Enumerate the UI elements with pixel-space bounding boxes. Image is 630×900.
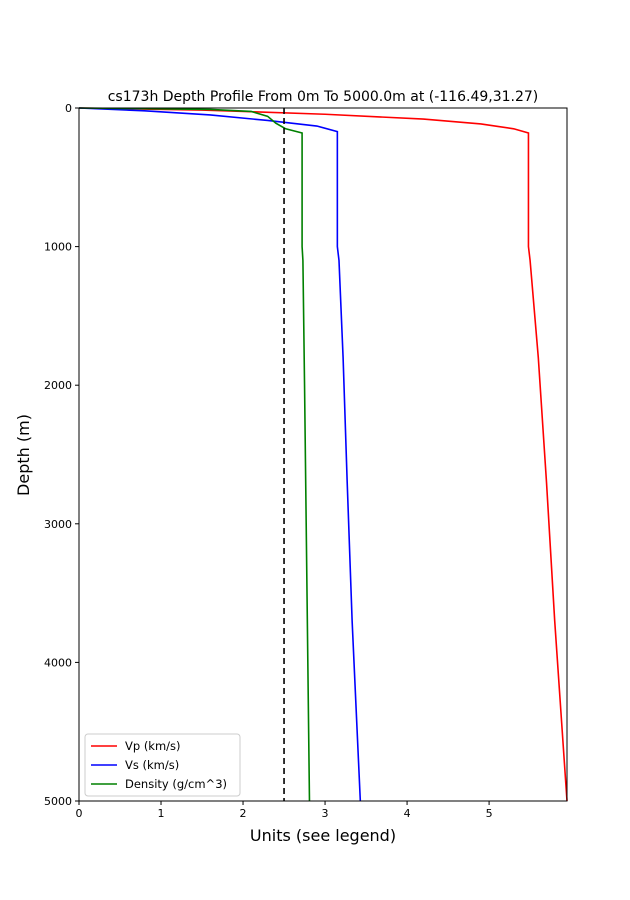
y-axis-label: Depth (m) (14, 414, 33, 496)
x-tick-label-1: 1 (158, 807, 165, 820)
y-tick-label-4: 4000 (44, 656, 72, 669)
y-tick-label-5: 5000 (44, 795, 72, 808)
y-tick-label-3: 3000 (44, 518, 72, 531)
legend-label-1: Vs (km/s) (125, 758, 179, 772)
chart-title: cs173h Depth Profile From 0m To 5000.0m … (108, 89, 539, 105)
legend-label-2: Density (g/cm^3) (125, 777, 227, 791)
x-axis-label: Units (see legend) (250, 826, 396, 845)
series-line-0 (78, 107, 568, 802)
x-tick-label-2: 2 (240, 807, 247, 820)
y-tick-label-0: 0 (65, 102, 72, 115)
y-tick-label-1: 1000 (44, 241, 72, 254)
x-tick-label-0: 0 (76, 807, 83, 820)
series-line-2 (78, 107, 311, 802)
legend-label-0: Vp (km/s) (125, 739, 181, 753)
legend-box (84, 733, 241, 797)
y-tick-label-2: 2000 (44, 379, 72, 392)
plot-series-group (78, 107, 568, 802)
x-tick-label-3: 3 (322, 807, 329, 820)
legend: Vp (km/s) Vs (km/s) Density (g/cm^3) (84, 733, 241, 797)
series-line-1 (78, 107, 362, 802)
x-tick-label-4: 4 (404, 807, 411, 820)
y-axis-ticks: 0 1000 2000 3000 4000 5000 (44, 102, 79, 808)
plot-frame (78, 107, 568, 802)
x-tick-label-5: 5 (486, 807, 493, 820)
x-axis-ticks: 0 1 2 3 4 5 (76, 801, 493, 820)
